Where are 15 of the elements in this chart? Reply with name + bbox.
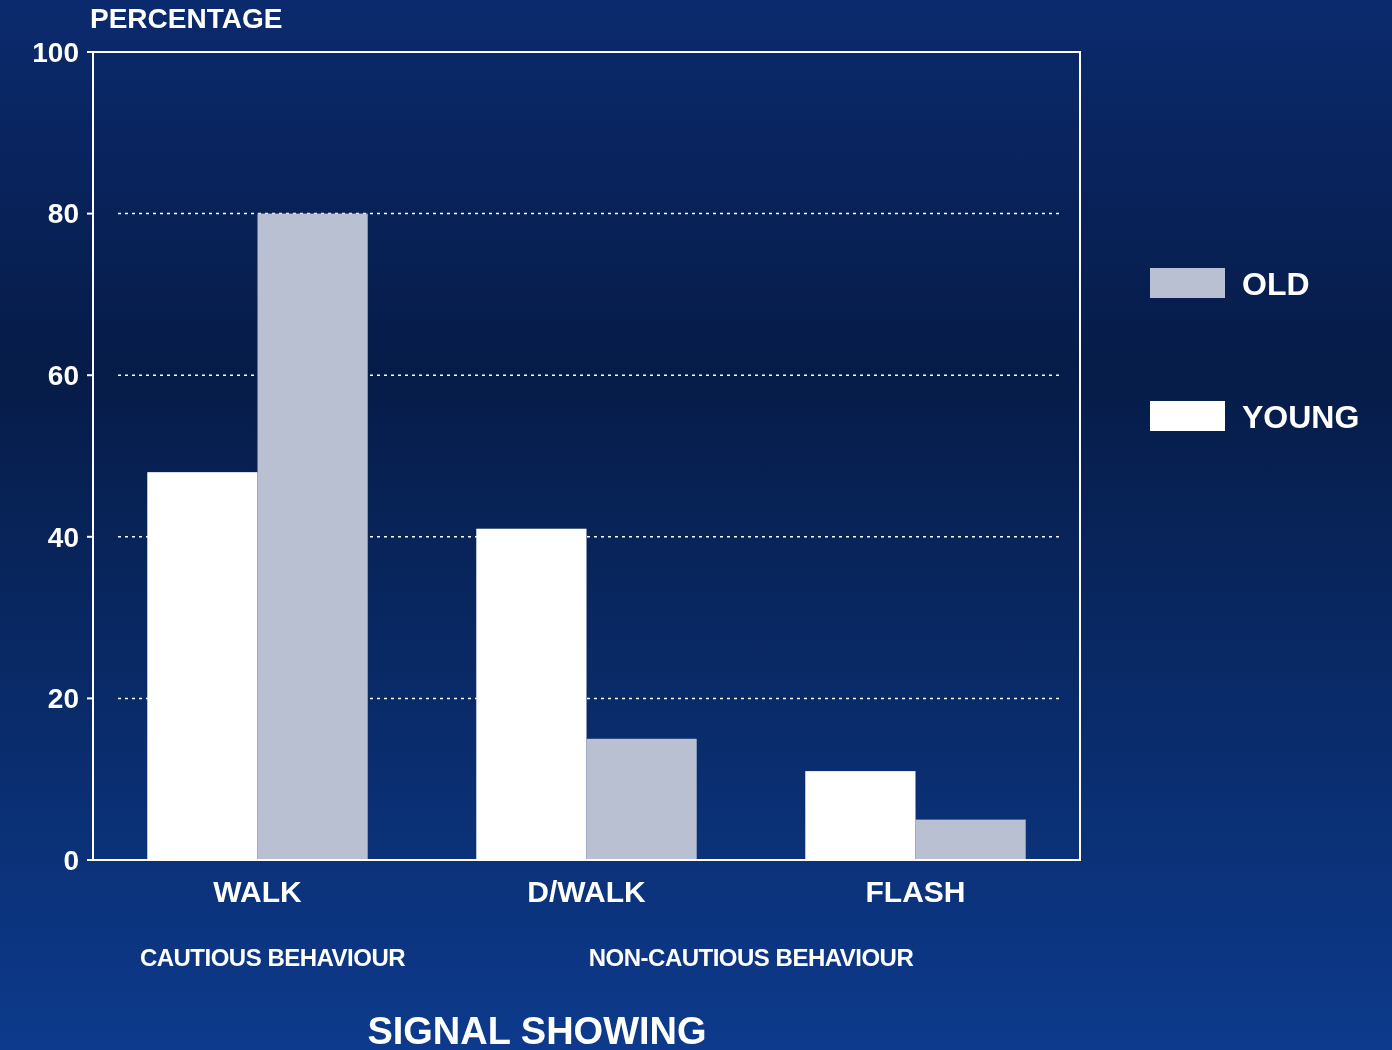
y-axis-title: PERCENTAGE: [90, 3, 283, 34]
x-axis-title: SIGNAL SHOWING: [367, 1010, 707, 1050]
y-tick-label: 20: [47, 683, 79, 715]
y-tick-label: 0: [63, 844, 79, 876]
legend-label: YOUNG: [1242, 399, 1360, 436]
y-tick-label: 80: [47, 198, 79, 230]
text: CAUTIOUS BEHAVIOUR: [139, 944, 406, 971]
x-tick-label: FLASH: [865, 875, 966, 908]
y-tick-label: 40: [47, 521, 79, 553]
text: NON-CAUTIOUS BEHAVIOUR: [588, 944, 914, 971]
legend-label: OLD: [1242, 266, 1310, 303]
x-tick-label: D/WALK: [527, 875, 646, 908]
y-tick-label: 60: [47, 360, 79, 391]
x-tick-label: WALK: [213, 875, 302, 908]
y-tick-label: 100: [32, 36, 79, 68]
